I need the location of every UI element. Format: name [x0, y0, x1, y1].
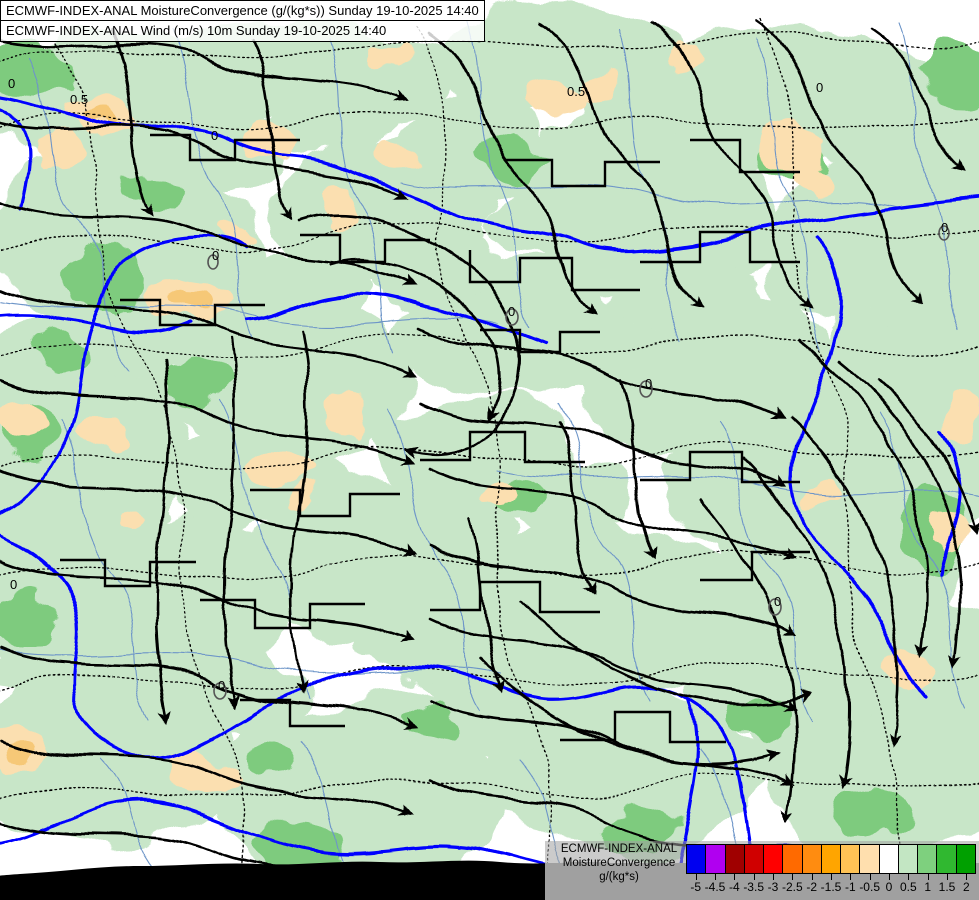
- colorbar-swatch-3[interactable]: [744, 845, 765, 873]
- colorbar-tick-0: -5: [690, 880, 701, 894]
- contour-label-7: 0: [645, 376, 652, 391]
- colorbar-tickmark-12: [927, 874, 929, 880]
- colorbar-tickmark-13: [947, 874, 948, 880]
- colorbar-tick-8: -1: [844, 880, 856, 894]
- colorbar-swatch-6[interactable]: [802, 845, 822, 873]
- colorbar-tick-9: -0.5: [859, 880, 880, 894]
- contour-label-1: 0: [8, 76, 15, 91]
- tiny-contour-rings: [207, 225, 950, 700]
- colorbar-tick-10: 0: [885, 880, 893, 894]
- colorbar-tick-11: 0.5: [899, 880, 917, 894]
- colorbar-tick-13: 1.5: [938, 880, 956, 894]
- colorbar-tickmark-1: [715, 874, 716, 880]
- colorbar-tick-2: -4: [728, 880, 740, 894]
- colorbar-tick-7: -1.5: [820, 880, 842, 894]
- wind-streamlines: [0, 18, 979, 892]
- shading-negative: [0, 44, 979, 790]
- colorbar-swatch-7[interactable]: [821, 845, 842, 873]
- contour-label-4: 0: [816, 80, 823, 95]
- colorbar-tickmark-3: [753, 874, 755, 880]
- colorbar-tickmark-10: [889, 874, 890, 880]
- contour-label-11: 0: [10, 577, 17, 592]
- colorbar-swatch-4[interactable]: [764, 845, 784, 873]
- colorbar-tickmark-7: [831, 874, 832, 880]
- contour-label-2: 0: [211, 128, 218, 143]
- colorbar-swatch-13[interactable]: [937, 845, 957, 873]
- colorbar-swatch-11[interactable]: [898, 845, 919, 873]
- colorbar-swatch-14[interactable]: [956, 845, 975, 873]
- colorbar-tick-12: 1: [924, 880, 931, 894]
- analysis-boxy-isolines: [60, 133, 810, 744]
- bottom-edge-strip: [0, 894, 979, 900]
- colorbar-tick-1: -4.5: [704, 880, 726, 894]
- colorbar-tickmark-8: [850, 874, 852, 880]
- colorbar-tickmark-2: [734, 874, 736, 880]
- colorbar-tickmark-14: [966, 874, 968, 880]
- colorbar-swatch-12[interactable]: [918, 845, 938, 873]
- legend-source-label: ECMWF-INDEX-ANAL: [560, 843, 678, 855]
- contour-label-6: 0: [508, 304, 515, 319]
- contour-labels: 0.5 0 0 0.5 0 0 0 0 0 0 0 0: [8, 76, 948, 693]
- colorbar-tick-14: 2: [962, 880, 970, 894]
- contour-label-5: 0: [212, 248, 219, 263]
- colorbar-tick-4: -3: [767, 880, 779, 894]
- map-title-overlay: ECMWF-INDEX-ANAL MoistureConvergence (g/…: [0, 0, 485, 42]
- colorbar-swatch-10[interactable]: [879, 845, 899, 873]
- colorbar-tickmark-9: [869, 874, 871, 880]
- contour-label-9: 0: [774, 594, 781, 609]
- colorbar-swatch-9[interactable]: [860, 845, 880, 873]
- colorbar-swatch-1[interactable]: [706, 845, 726, 873]
- colorbar-tickmark-0: [695, 874, 697, 880]
- legend-parameter-label: MoistureConvergence: [562, 857, 676, 869]
- colorbar-tickmark-6: [811, 874, 813, 880]
- colorbar-swatch-5[interactable]: [783, 845, 803, 873]
- title-line-moisture-convergence: ECMWF-INDEX-ANAL MoistureConvergence (g/…: [0, 0, 485, 21]
- zero-contours: [0, 19, 979, 900]
- colorbar-swatch-8[interactable]: [841, 845, 861, 873]
- contour-label-3: 0.5: [567, 84, 585, 99]
- colorbar-tickmark-5: [792, 874, 794, 880]
- colorbar-tickmark-4: [773, 874, 774, 880]
- colorbar-tick-6: -2: [806, 880, 817, 894]
- title-line-wind: ECMWF-INDEX-ANAL Wind (m/s) 10m Sunday 1…: [0, 21, 485, 42]
- colorbar-tick-3: -3.5: [743, 880, 764, 894]
- contour-label-8: 0: [941, 220, 948, 235]
- colorbar-tick-5: -2.5: [781, 880, 803, 894]
- colorbar-swatch-0[interactable]: [687, 845, 707, 873]
- colorbar-swatch-2[interactable]: [725, 845, 745, 873]
- colorbar-tickmark-11: [908, 874, 910, 880]
- legend-caption: ECMWF-INDEX-ANAL MoistureConvergence g/(…: [549, 842, 689, 884]
- contour-label-0: 0.5: [70, 92, 88, 107]
- legend-units-label: g/(kg*s): [599, 871, 639, 883]
- contour-label-10: 0: [218, 678, 225, 693]
- colorbar-swatches[interactable]: [686, 844, 976, 874]
- colorbar-tick-labels: -5 -4.5 -4 -3.5 -3 -2.5 -2 -1.5 -1 -0.5 0 0.5 1 1.5 2: [686, 874, 976, 898]
